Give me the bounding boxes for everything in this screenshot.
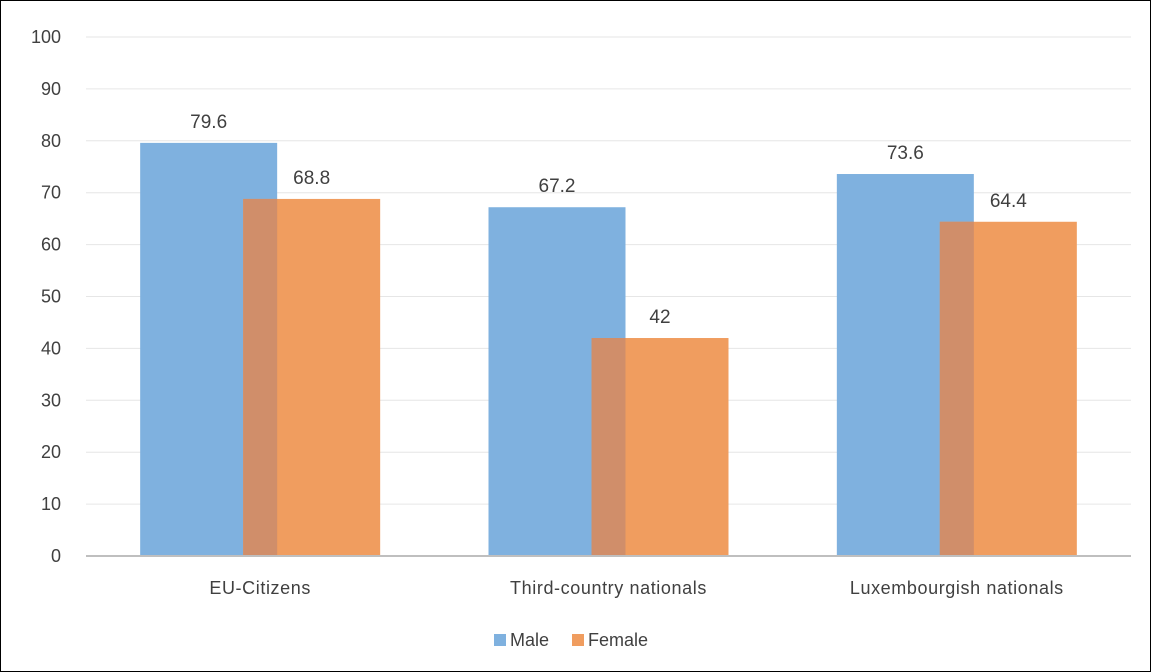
- data-label-female: 64.4: [990, 191, 1027, 212]
- data-label-female: 68.8: [293, 168, 330, 189]
- x-axis-categories: EU-Citizens Third-country nationals Luxemb…: [209, 578, 1063, 598]
- x-category-label: EU-Citizens: [209, 578, 311, 598]
- legend: Male Female: [494, 630, 648, 650]
- data-labels: 79.6 68.8 67.2 42 73.6 64.4: [190, 112, 1027, 328]
- data-label-male: 67.2: [539, 176, 576, 197]
- y-tick-label: 100: [31, 27, 61, 47]
- y-tick-label: 70: [41, 183, 61, 203]
- bar-overlap: [939, 221, 974, 556]
- legend-label: Female: [588, 630, 648, 650]
- y-axis-ticks: 0 10 20 30 40 50 60 70 80 90 100: [31, 27, 61, 566]
- data-label-female: 42: [649, 307, 670, 328]
- legend-swatch: [494, 634, 506, 646]
- y-tick-label: 0: [51, 546, 61, 566]
- y-tick-label: 40: [41, 338, 61, 358]
- x-category-label: Third-country nationals: [510, 578, 707, 598]
- y-tick-label: 60: [41, 235, 61, 255]
- data-label-male: 79.6: [190, 112, 227, 133]
- legend-swatch: [572, 634, 584, 646]
- legend-label: Male: [510, 630, 549, 650]
- data-label-male: 73.6: [887, 143, 924, 164]
- y-tick-label: 20: [41, 442, 61, 462]
- y-tick-label: 10: [41, 494, 61, 514]
- bars: [140, 142, 1077, 557]
- x-category-label: Luxembourgish nationals: [850, 578, 1064, 598]
- y-tick-label: 50: [41, 287, 61, 307]
- bar-overlap: [243, 198, 278, 557]
- y-tick-label: 30: [41, 390, 61, 410]
- y-tick-label: 80: [41, 131, 61, 151]
- bar-overlap: [591, 338, 626, 556]
- y-tick-label: 90: [41, 79, 61, 99]
